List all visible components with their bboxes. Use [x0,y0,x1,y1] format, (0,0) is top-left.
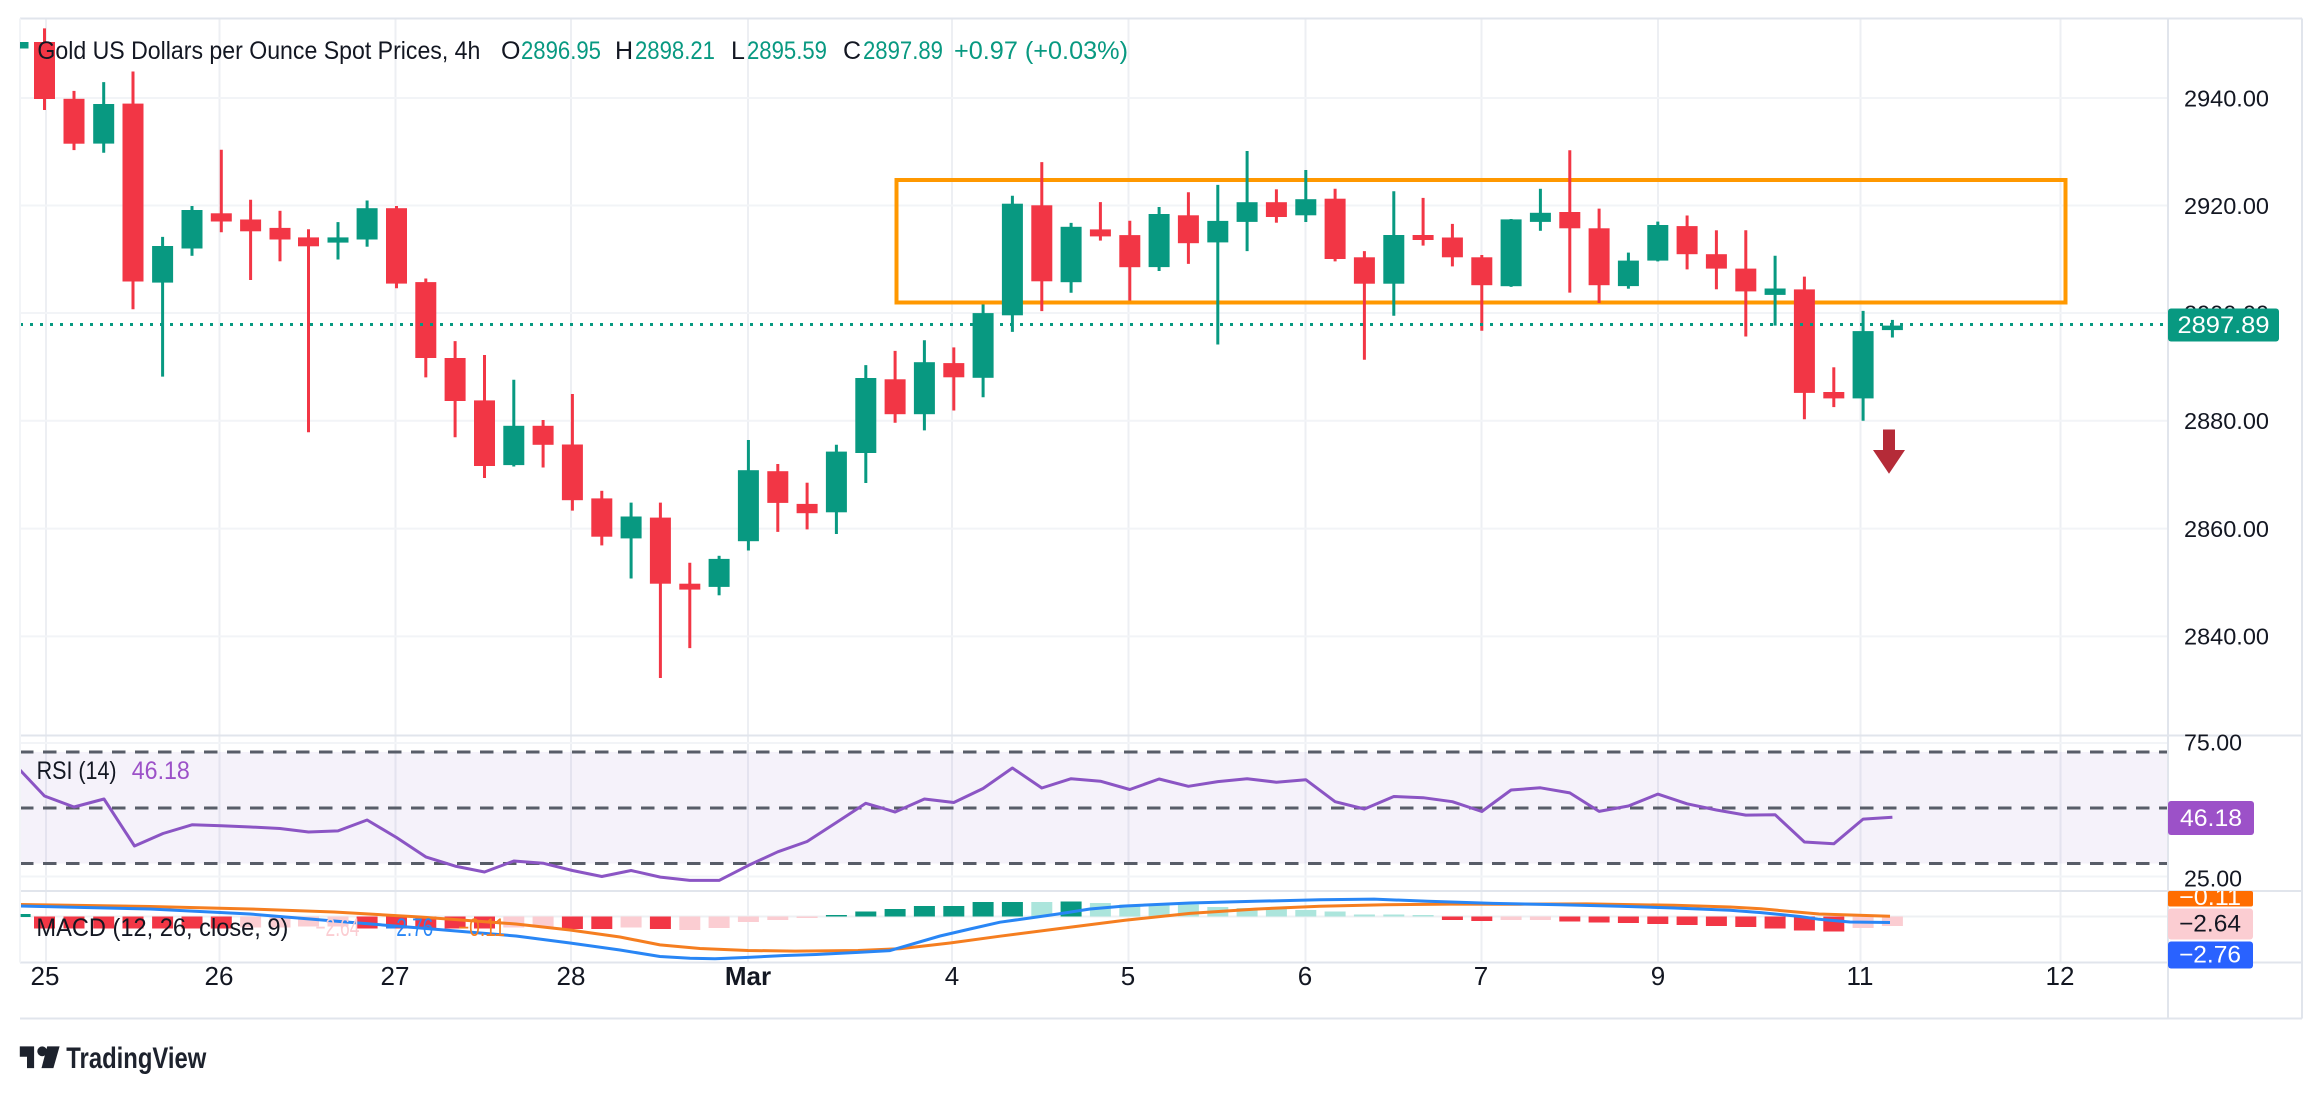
svg-text:9: 9 [1651,961,1665,991]
svg-text:11: 11 [1847,961,1874,991]
svg-text:6: 6 [1298,961,1312,991]
svg-text:4: 4 [945,961,959,991]
svg-text:−0.11: −0.11 [458,914,505,942]
svg-text:2897.89: 2897.89 [2178,312,2270,339]
svg-text:−2.64: −2.64 [315,914,359,942]
svg-text:−2.64: −2.64 [2179,911,2241,938]
svg-text:Mar: Mar [725,961,771,991]
svg-text:2860.00: 2860.00 [2184,516,2269,542]
svg-text:2896.95: 2896.95 [521,37,601,65]
svg-text:2897.89: 2897.89 [863,37,943,65]
svg-text:−0.11: −0.11 [2179,884,2241,911]
svg-text:L: L [731,37,745,65]
svg-text:−2.76: −2.76 [2179,942,2241,969]
svg-text:2895.59: 2895.59 [747,37,827,65]
svg-text:2840.00: 2840.00 [2184,624,2269,650]
svg-text:H: H [615,37,633,65]
svg-text:C: C [843,37,861,65]
svg-text:27: 27 [381,961,410,991]
svg-text:RSI (14): RSI (14) [37,757,117,785]
svg-text:46.18: 46.18 [2180,805,2242,832]
svg-text:7: 7 [1474,961,1488,991]
svg-text:25.00: 25.00 [2184,866,2242,892]
svg-text:+0.97 (+0.03%): +0.97 (+0.03%) [954,37,1128,65]
svg-text:75.00: 75.00 [2184,730,2242,756]
svg-text:−2.76: −2.76 [385,914,433,942]
svg-text:25: 25 [31,961,60,991]
svg-text:Gold US Dollars per Ounce Spot: Gold US Dollars per Ounce Spot Prices, 4… [37,37,480,65]
svg-text:TradingView: TradingView [66,1042,207,1075]
svg-text:26: 26 [205,961,234,991]
svg-text:28: 28 [557,961,586,991]
svg-text:MACD (12, 26, close, 9): MACD (12, 26, close, 9) [36,914,288,942]
svg-text:2940.00: 2940.00 [2184,85,2269,111]
svg-text:2898.21: 2898.21 [635,37,715,65]
svg-text:5: 5 [1121,961,1135,991]
svg-text:12: 12 [2046,961,2075,991]
svg-text:2920.00: 2920.00 [2184,193,2269,219]
svg-text:O: O [501,37,520,65]
svg-text:2880.00: 2880.00 [2184,408,2269,434]
svg-text:46.18: 46.18 [132,757,190,785]
